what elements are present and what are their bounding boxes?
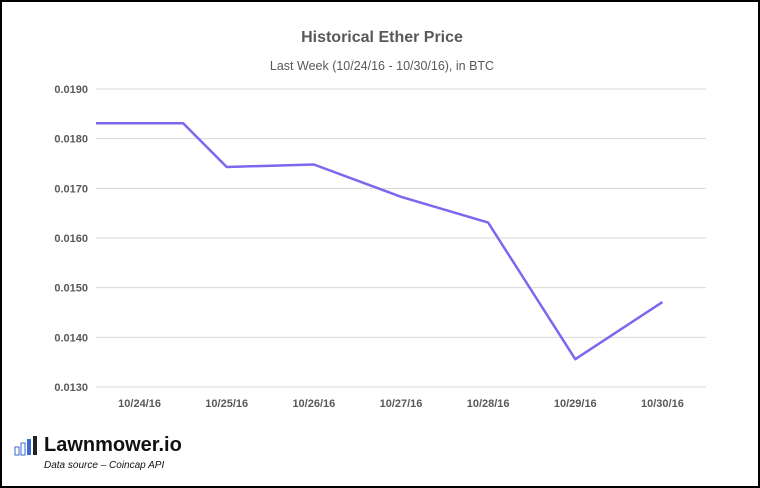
chart-subtitle: Last Week (10/24/16 - 10/30/16), in BTC	[269, 59, 495, 73]
x-tick-label: 10/30/16	[641, 398, 684, 410]
series-group	[95, 122, 664, 361]
x-tick-label: 10/28/16	[467, 398, 510, 410]
x-tick-label: 10/24/16	[118, 398, 161, 410]
y-tick-label: 0.0150	[54, 283, 88, 295]
y-tick-label: 0.0170	[54, 183, 88, 195]
x-axis-ticks: 10/24/16 10/25/16 10/26/16 10/27/16 10/28/16…	[118, 398, 684, 410]
y-tick-label: 0.0130	[54, 382, 88, 394]
y-tick-label: 0.0190	[54, 84, 88, 96]
y-tick-label: 0.0140	[54, 332, 88, 344]
x-tick-label: 10/27/16	[380, 398, 423, 410]
grid-lines	[96, 88, 706, 388]
series-line	[96, 122, 664, 361]
bar-chart-logo-icon	[14, 436, 37, 456]
chart-title: Historical Ether Price	[301, 29, 463, 46]
y-tick-label: 0.0160	[54, 233, 88, 245]
brand-name: Lawnmower.io	[44, 434, 182, 456]
data-source-note: Data source – Coincap API	[44, 460, 165, 471]
x-tick-label: 10/29/16	[554, 398, 597, 410]
x-tick-label: 10/25/16	[205, 398, 248, 410]
y-tick-label: 0.0180	[54, 134, 88, 146]
x-tick-label: 10/26/16	[292, 398, 335, 410]
y-axis-ticks: 0.0190 0.0180 0.0170 0.0160 0.0150 0.0140 0.01…	[54, 84, 88, 394]
